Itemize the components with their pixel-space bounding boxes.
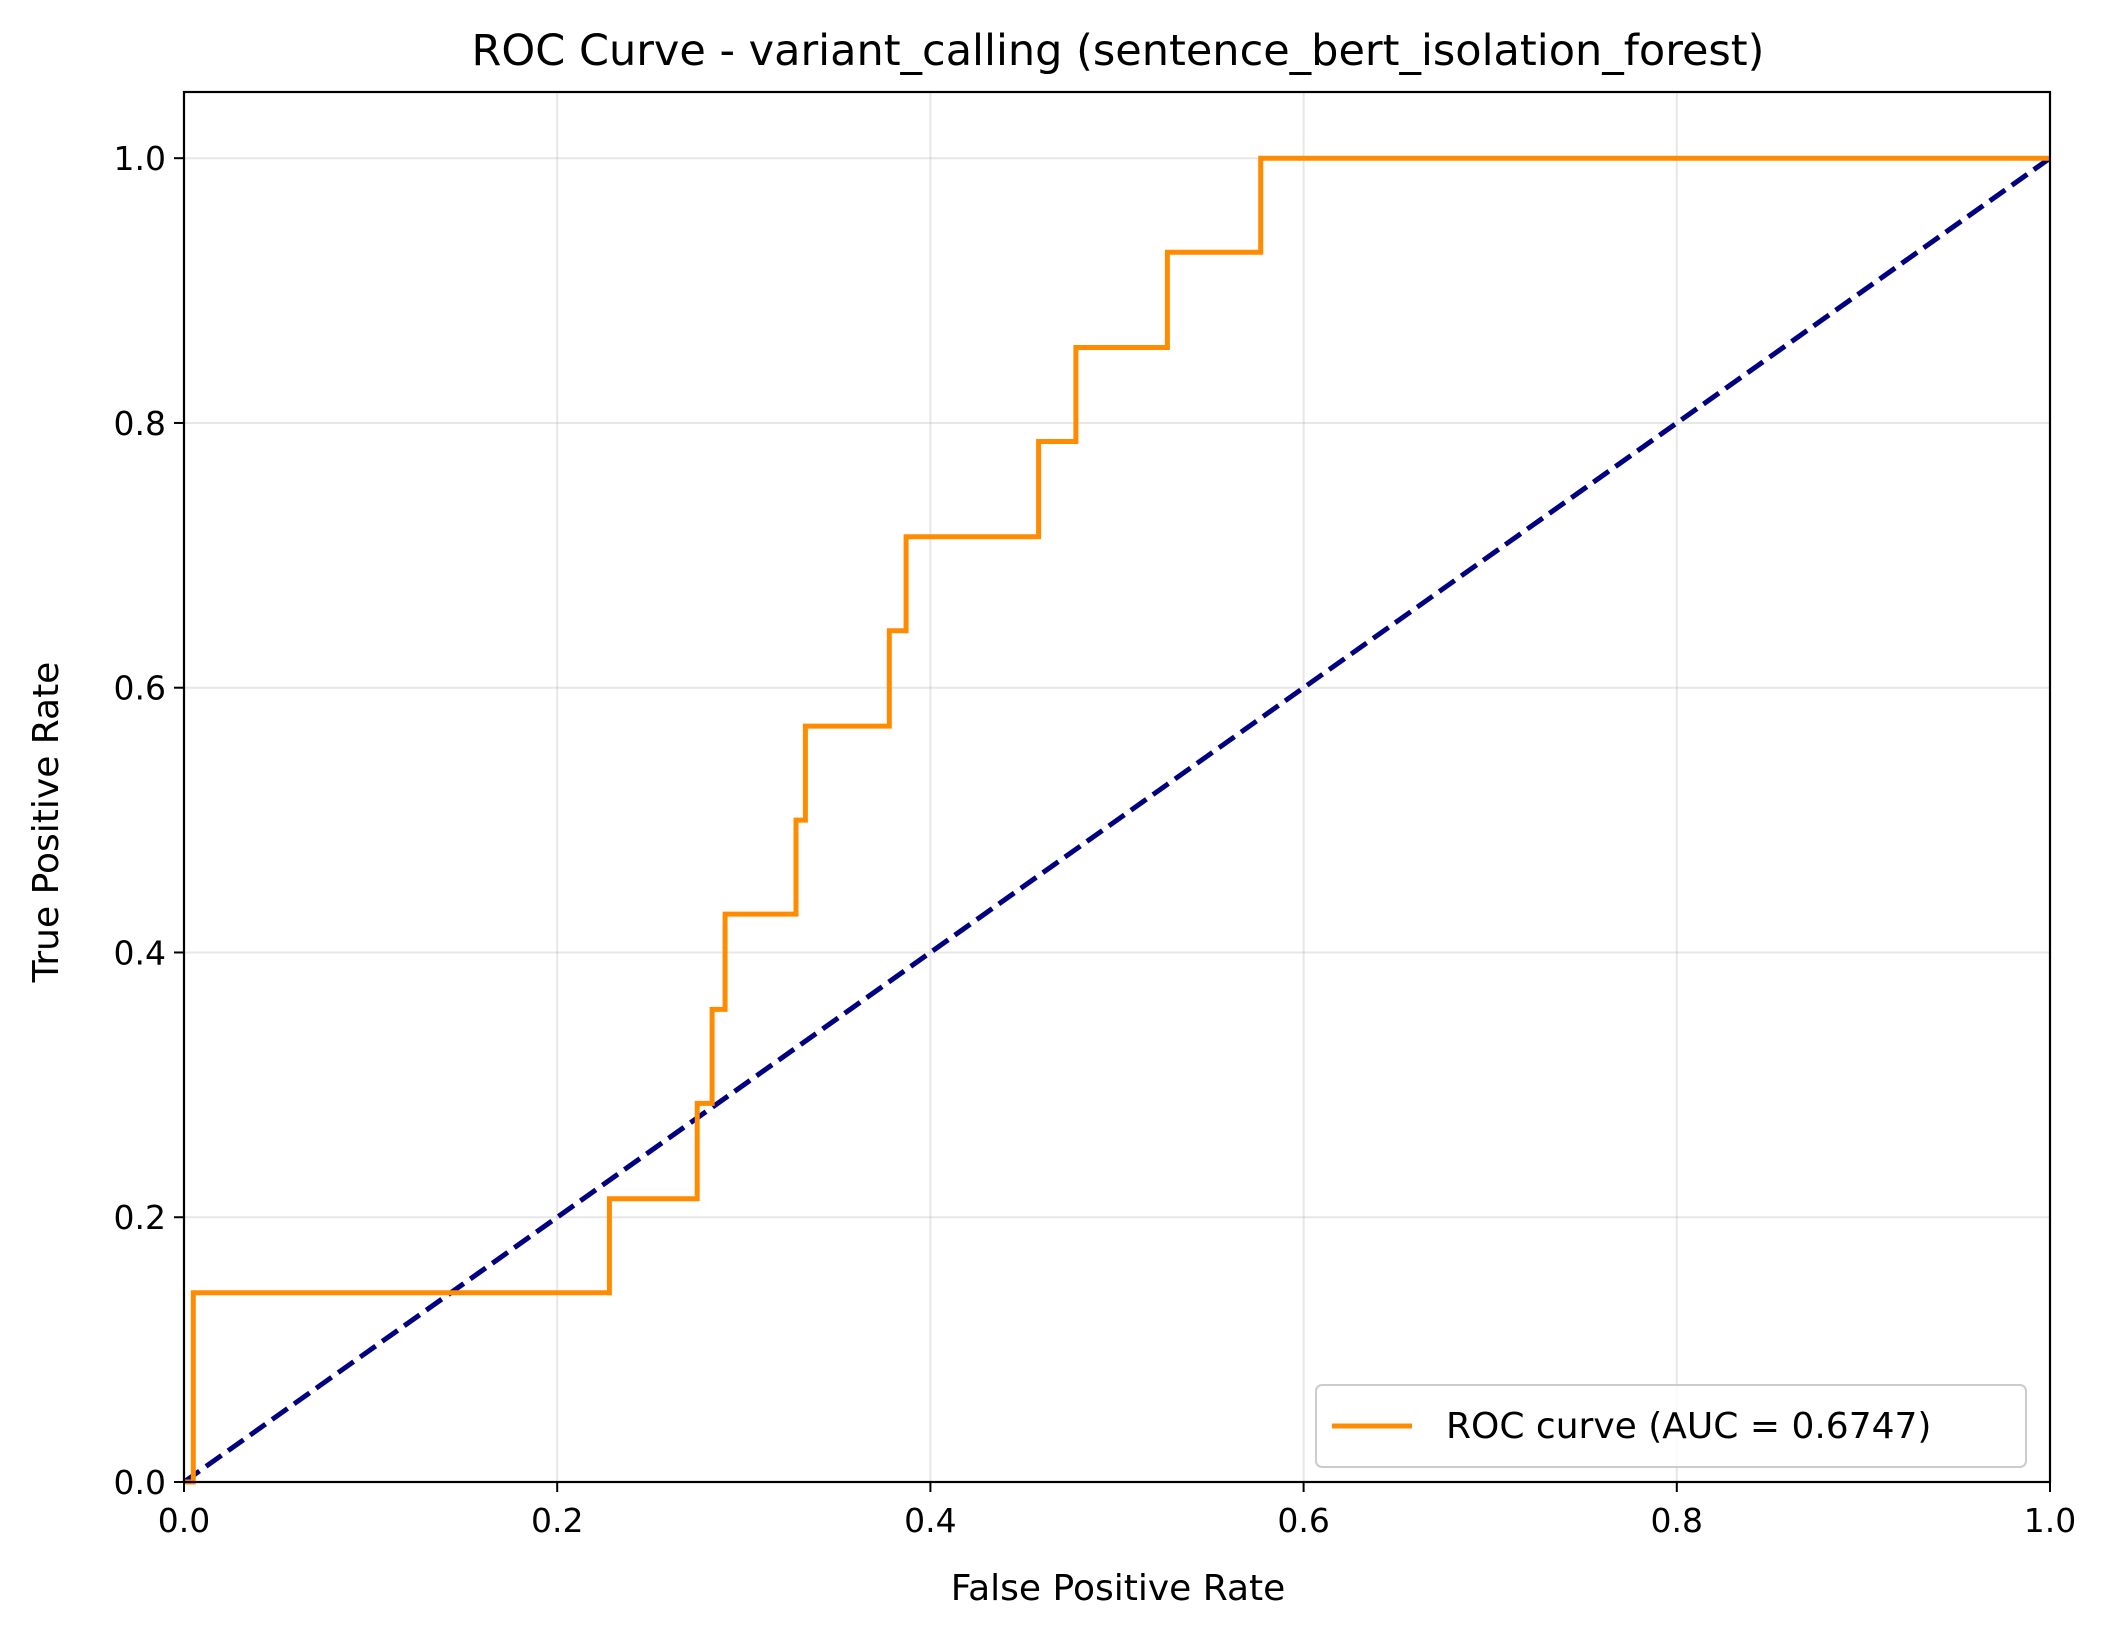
- legend-label: ROC curve (AUC = 0.6747): [1446, 1406, 1931, 1447]
- x-tick-label: 0.4: [904, 1501, 956, 1540]
- x-tick-label: 0.8: [1651, 1501, 1703, 1540]
- y-tick-label: 1.0: [114, 139, 166, 178]
- diagonal-reference-line: [182, 156, 2052, 1485]
- y-tick-label: 0.0: [114, 1463, 166, 1502]
- legend-box: [1315, 1384, 2027, 1468]
- y-tick-label: 0.2: [114, 1198, 166, 1237]
- plot-frame: [182, 90, 2052, 1484]
- ticks: 0.0 0.2 0.4 0.6 0.8 1.0 0.0 0.2 0.4 0.6 0.8 1.0: [114, 139, 2077, 1540]
- y-tick-label: 0.4: [114, 933, 166, 972]
- legend: ROC curve (AUC = 0.6747): [1315, 1384, 2027, 1468]
- x-tick-label: 0.6: [1277, 1501, 1329, 1540]
- x-tick-label: 0.0: [158, 1501, 210, 1540]
- x-tick-label: 1.0: [2024, 1501, 2076, 1540]
- chart-title: ROC Curve - variant_calling (sentence_be…: [472, 26, 1765, 76]
- roc-curve-line: [184, 155, 2050, 1485]
- x-axis-label: False Positive Rate: [951, 1568, 1286, 1609]
- grid-lines: [183, 92, 2051, 1483]
- y-tick-label: 0.6: [114, 669, 166, 708]
- y-tick-label: 0.8: [114, 404, 166, 443]
- series-layer: [182, 155, 2052, 1485]
- x-tick-label: 0.2: [531, 1501, 583, 1540]
- y-axis-label: True Positive Rate: [26, 662, 67, 984]
